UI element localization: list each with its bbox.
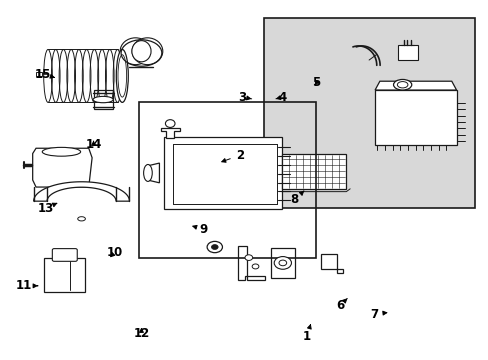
Polygon shape <box>147 163 159 183</box>
Text: 4: 4 <box>275 91 286 104</box>
Polygon shape <box>321 254 342 274</box>
Text: 6: 6 <box>336 298 346 312</box>
Circle shape <box>252 264 258 269</box>
Text: 10: 10 <box>107 246 123 259</box>
Text: 1: 1 <box>302 325 310 343</box>
Polygon shape <box>281 153 346 189</box>
Ellipse shape <box>165 120 175 127</box>
Ellipse shape <box>393 80 411 90</box>
Ellipse shape <box>93 96 113 103</box>
Polygon shape <box>374 81 456 90</box>
Circle shape <box>207 242 222 253</box>
FancyBboxPatch shape <box>397 45 417 60</box>
Text: 2: 2 <box>222 149 244 162</box>
Ellipse shape <box>132 41 151 62</box>
Polygon shape <box>44 258 85 292</box>
Circle shape <box>211 244 218 249</box>
Polygon shape <box>33 148 92 187</box>
FancyBboxPatch shape <box>52 249 77 261</box>
Circle shape <box>244 255 252 260</box>
Ellipse shape <box>143 165 152 181</box>
Text: 12: 12 <box>133 327 149 340</box>
Ellipse shape <box>120 38 150 65</box>
Bar <box>139 102 316 258</box>
Polygon shape <box>34 182 129 201</box>
Text: 5: 5 <box>312 76 320 90</box>
Polygon shape <box>93 90 112 109</box>
Polygon shape <box>270 248 294 278</box>
Ellipse shape <box>132 38 163 65</box>
Text: 3: 3 <box>238 91 251 104</box>
Polygon shape <box>299 161 328 181</box>
Polygon shape <box>238 246 264 280</box>
Text: 11: 11 <box>16 279 38 292</box>
Text: 15: 15 <box>35 68 54 81</box>
Text: 9: 9 <box>192 223 207 236</box>
Polygon shape <box>164 137 281 209</box>
Ellipse shape <box>42 147 81 156</box>
Text: 8: 8 <box>290 191 303 206</box>
Bar <box>263 18 473 208</box>
Ellipse shape <box>78 217 85 221</box>
Circle shape <box>279 260 286 266</box>
Ellipse shape <box>116 49 128 102</box>
Circle shape <box>274 257 291 269</box>
Polygon shape <box>374 90 456 145</box>
Polygon shape <box>160 129 180 138</box>
Text: 7: 7 <box>369 307 386 320</box>
Bar <box>36 72 41 76</box>
Text: 13: 13 <box>38 202 57 215</box>
Text: 14: 14 <box>85 138 102 151</box>
